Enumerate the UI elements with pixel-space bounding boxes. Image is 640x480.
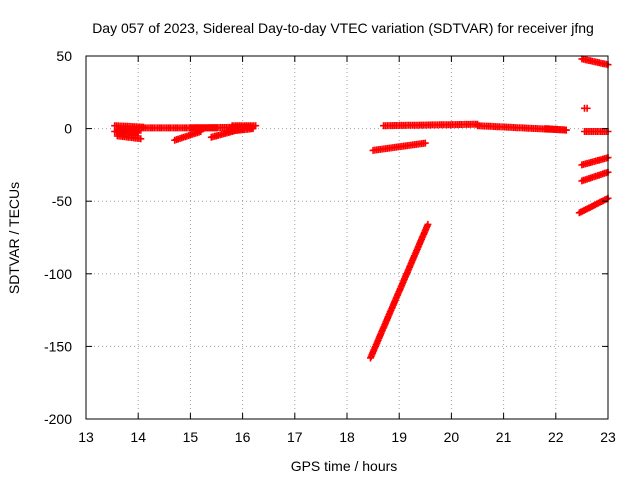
y-tick-label: 50 bbox=[56, 48, 72, 64]
data-track bbox=[578, 154, 612, 169]
x-tick-label: 17 bbox=[287, 429, 303, 445]
y-tick-label: -100 bbox=[44, 266, 72, 282]
data-track bbox=[578, 168, 612, 185]
x-tick-label: 23 bbox=[600, 429, 616, 445]
data-point-markers bbox=[171, 128, 205, 144]
data-point-markers bbox=[575, 194, 612, 217]
y-axis-label: SDTVAR / TECUs bbox=[6, 182, 22, 294]
x-tick-label: 14 bbox=[130, 429, 146, 445]
data-point-markers bbox=[380, 120, 481, 130]
data-track bbox=[578, 55, 612, 69]
data-point-markers bbox=[581, 128, 612, 135]
x-tick-label: 16 bbox=[235, 429, 251, 445]
data-track bbox=[369, 139, 429, 154]
data-point-markers bbox=[541, 125, 570, 134]
data-track bbox=[541, 125, 570, 134]
x-tick-label: 18 bbox=[339, 429, 355, 445]
data-point-markers bbox=[369, 139, 429, 154]
data-track bbox=[575, 194, 612, 217]
grid-lines bbox=[86, 56, 608, 419]
data-point-markers bbox=[113, 132, 145, 143]
axis-ticks: 13 14 15 16 17 18 19 20 21 22 23 -200 -150 -100 -50 0 50 bbox=[44, 48, 616, 445]
y-tick-label: -150 bbox=[44, 338, 72, 354]
data-point-markers bbox=[367, 220, 432, 362]
x-tick-label: 15 bbox=[183, 429, 199, 445]
x-tick-label: 19 bbox=[391, 429, 407, 445]
x-tick-label: 22 bbox=[548, 429, 564, 445]
data-point-markers bbox=[228, 122, 260, 130]
data-point-markers bbox=[578, 55, 612, 69]
data-track bbox=[113, 132, 145, 143]
data-point-markers bbox=[113, 126, 142, 135]
data-track bbox=[113, 126, 142, 135]
data-points bbox=[111, 55, 612, 362]
x-tick-label: 13 bbox=[78, 429, 94, 445]
y-tick-label: -50 bbox=[52, 193, 72, 209]
data-point-markers bbox=[578, 168, 612, 185]
x-tick-label: 21 bbox=[496, 429, 512, 445]
y-tick-label: 0 bbox=[64, 121, 72, 137]
chart-title: Day 057 of 2023, Sidereal Day-to-day VTE… bbox=[92, 20, 594, 36]
data-track bbox=[171, 128, 205, 144]
x-axis-label: GPS time / hours bbox=[291, 458, 398, 474]
data-track bbox=[380, 120, 481, 130]
x-tick-label: 20 bbox=[444, 429, 460, 445]
data-track bbox=[228, 122, 260, 130]
data-point-markers bbox=[578, 154, 612, 169]
data-track bbox=[581, 128, 612, 135]
y-tick-label: -200 bbox=[44, 411, 72, 427]
data-track bbox=[581, 104, 591, 112]
data-track bbox=[367, 220, 432, 362]
data-point-markers bbox=[581, 104, 591, 112]
